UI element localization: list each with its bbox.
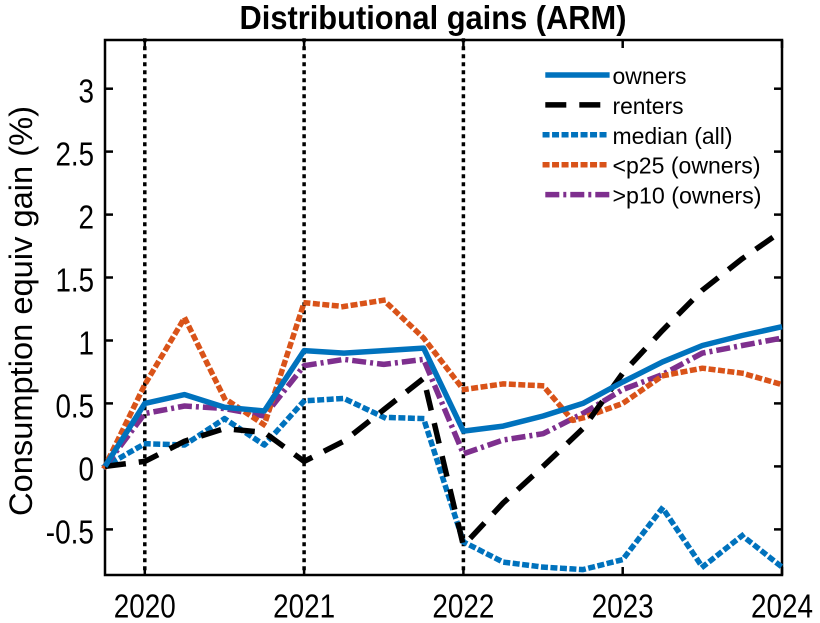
svg-text:median (all): median (all): [613, 123, 733, 149]
svg-text:>p10 (owners): >p10 (owners): [613, 183, 762, 209]
svg-text:0: 0: [79, 450, 95, 487]
svg-text:-0.5: -0.5: [46, 513, 94, 550]
svg-text:Distributional gains (ARM): Distributional gains (ARM): [240, 0, 627, 36]
svg-text:2022: 2022: [432, 588, 494, 623]
svg-text:2024: 2024: [751, 588, 813, 623]
svg-text:Consumption equiv gain (%): Consumption equiv gain (%): [3, 106, 39, 516]
svg-text:0.5: 0.5: [56, 387, 95, 424]
svg-text:3: 3: [79, 73, 95, 110]
svg-text:owners: owners: [613, 63, 687, 89]
svg-text:2: 2: [79, 199, 95, 236]
svg-text:2023: 2023: [592, 588, 654, 623]
svg-text:renters: renters: [613, 93, 684, 119]
svg-text:2021: 2021: [273, 588, 335, 623]
svg-text:2020: 2020: [114, 588, 176, 623]
svg-text:2.5: 2.5: [56, 136, 95, 173]
svg-text:1: 1: [79, 325, 95, 362]
svg-text:<p25 (owners): <p25 (owners): [613, 153, 761, 179]
svg-text:1.5: 1.5: [56, 262, 95, 299]
